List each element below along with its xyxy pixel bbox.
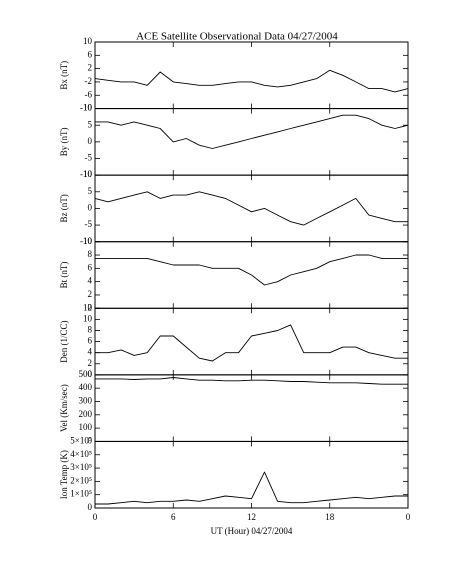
y-tick-label: -10: [80, 169, 92, 179]
y-tick-label: 200: [79, 409, 93, 419]
y-tick-label: 0: [88, 202, 93, 212]
y-tick-label: 10: [83, 103, 93, 113]
y-tick-label: 0: [88, 369, 93, 379]
y-axis-label: Bz (nT): [59, 194, 69, 222]
y-tick-label: 6: [88, 336, 93, 346]
x-tick-label: 18: [325, 512, 335, 522]
y-tick-label: -10: [80, 236, 92, 246]
y-tick-label: -2: [85, 76, 93, 86]
y-tick-label: 2×10⁵: [70, 475, 92, 485]
x-axis-label: UT (Hour) 04/27/2004: [211, 526, 293, 536]
y-tick-label: 500: [79, 369, 93, 379]
y-tick-label: 6: [88, 49, 93, 59]
y-tick-label: 10: [83, 236, 93, 246]
y-tick-label: -6: [85, 89, 93, 99]
x-tick-label: 0: [406, 512, 411, 522]
y-tick-label: 10: [83, 36, 93, 46]
y-tick-label: 4: [88, 347, 93, 357]
y-axis-label: Den (1/CC): [59, 320, 69, 362]
y-tick-label: 2: [88, 358, 93, 368]
y-tick-label: 8: [88, 249, 93, 259]
y-tick-label: 0: [88, 302, 93, 312]
x-tick-label: 0: [93, 512, 98, 522]
y-tick-label: -5: [85, 219, 93, 229]
y-tick-label: 0: [88, 136, 93, 146]
y-tick-label: 6: [88, 262, 93, 272]
y-tick-label: 5: [88, 119, 93, 129]
y-tick-label: 12: [83, 302, 92, 312]
y-tick-label: 300: [79, 396, 93, 406]
y-tick-label: 0: [88, 502, 93, 512]
y-axis-label: Vel (Km/sec): [59, 384, 69, 432]
y-axis-label: Bx (nT): [59, 61, 69, 90]
y-tick-label: 400: [79, 382, 93, 392]
x-tick-label: 12: [247, 512, 256, 522]
data-line: [94, 69, 409, 93]
data-line: [95, 114, 409, 149]
y-tick-label: 100: [79, 422, 93, 432]
data-line: [95, 471, 408, 505]
y-tick-label: 8: [88, 325, 93, 335]
y-axis-label: Ion Temp (K): [59, 450, 69, 499]
y-tick-label: 4: [88, 276, 93, 286]
y-tick-label: -5: [85, 153, 93, 163]
x-tick-label: 6: [171, 512, 176, 522]
y-tick-label: 4×10⁵: [70, 449, 92, 459]
y-tick-label: 0: [88, 435, 93, 445]
y-tick-label: 5: [88, 186, 93, 196]
data-line: [95, 324, 408, 362]
data-line: [95, 377, 408, 385]
chart-title: ACE Satellite Observational Data 04/27/2…: [136, 31, 338, 43]
y-tick-label: 5×10⁵: [70, 435, 92, 445]
y-axis-label: Bt (nT): [59, 262, 69, 289]
y-tick-label: 10: [83, 169, 93, 179]
y-tick-label: 2: [88, 63, 93, 73]
y-tick-label: 2: [88, 289, 93, 299]
y-tick-label: 10: [83, 313, 93, 323]
data-line: [94, 191, 408, 226]
data-line: [95, 254, 408, 286]
y-tick-label: 1×10⁵: [70, 489, 92, 499]
y-tick-label: -10: [80, 103, 92, 113]
y-axis-label: By (nT): [59, 127, 69, 156]
y-tick-label: 3×10⁵: [70, 462, 92, 472]
